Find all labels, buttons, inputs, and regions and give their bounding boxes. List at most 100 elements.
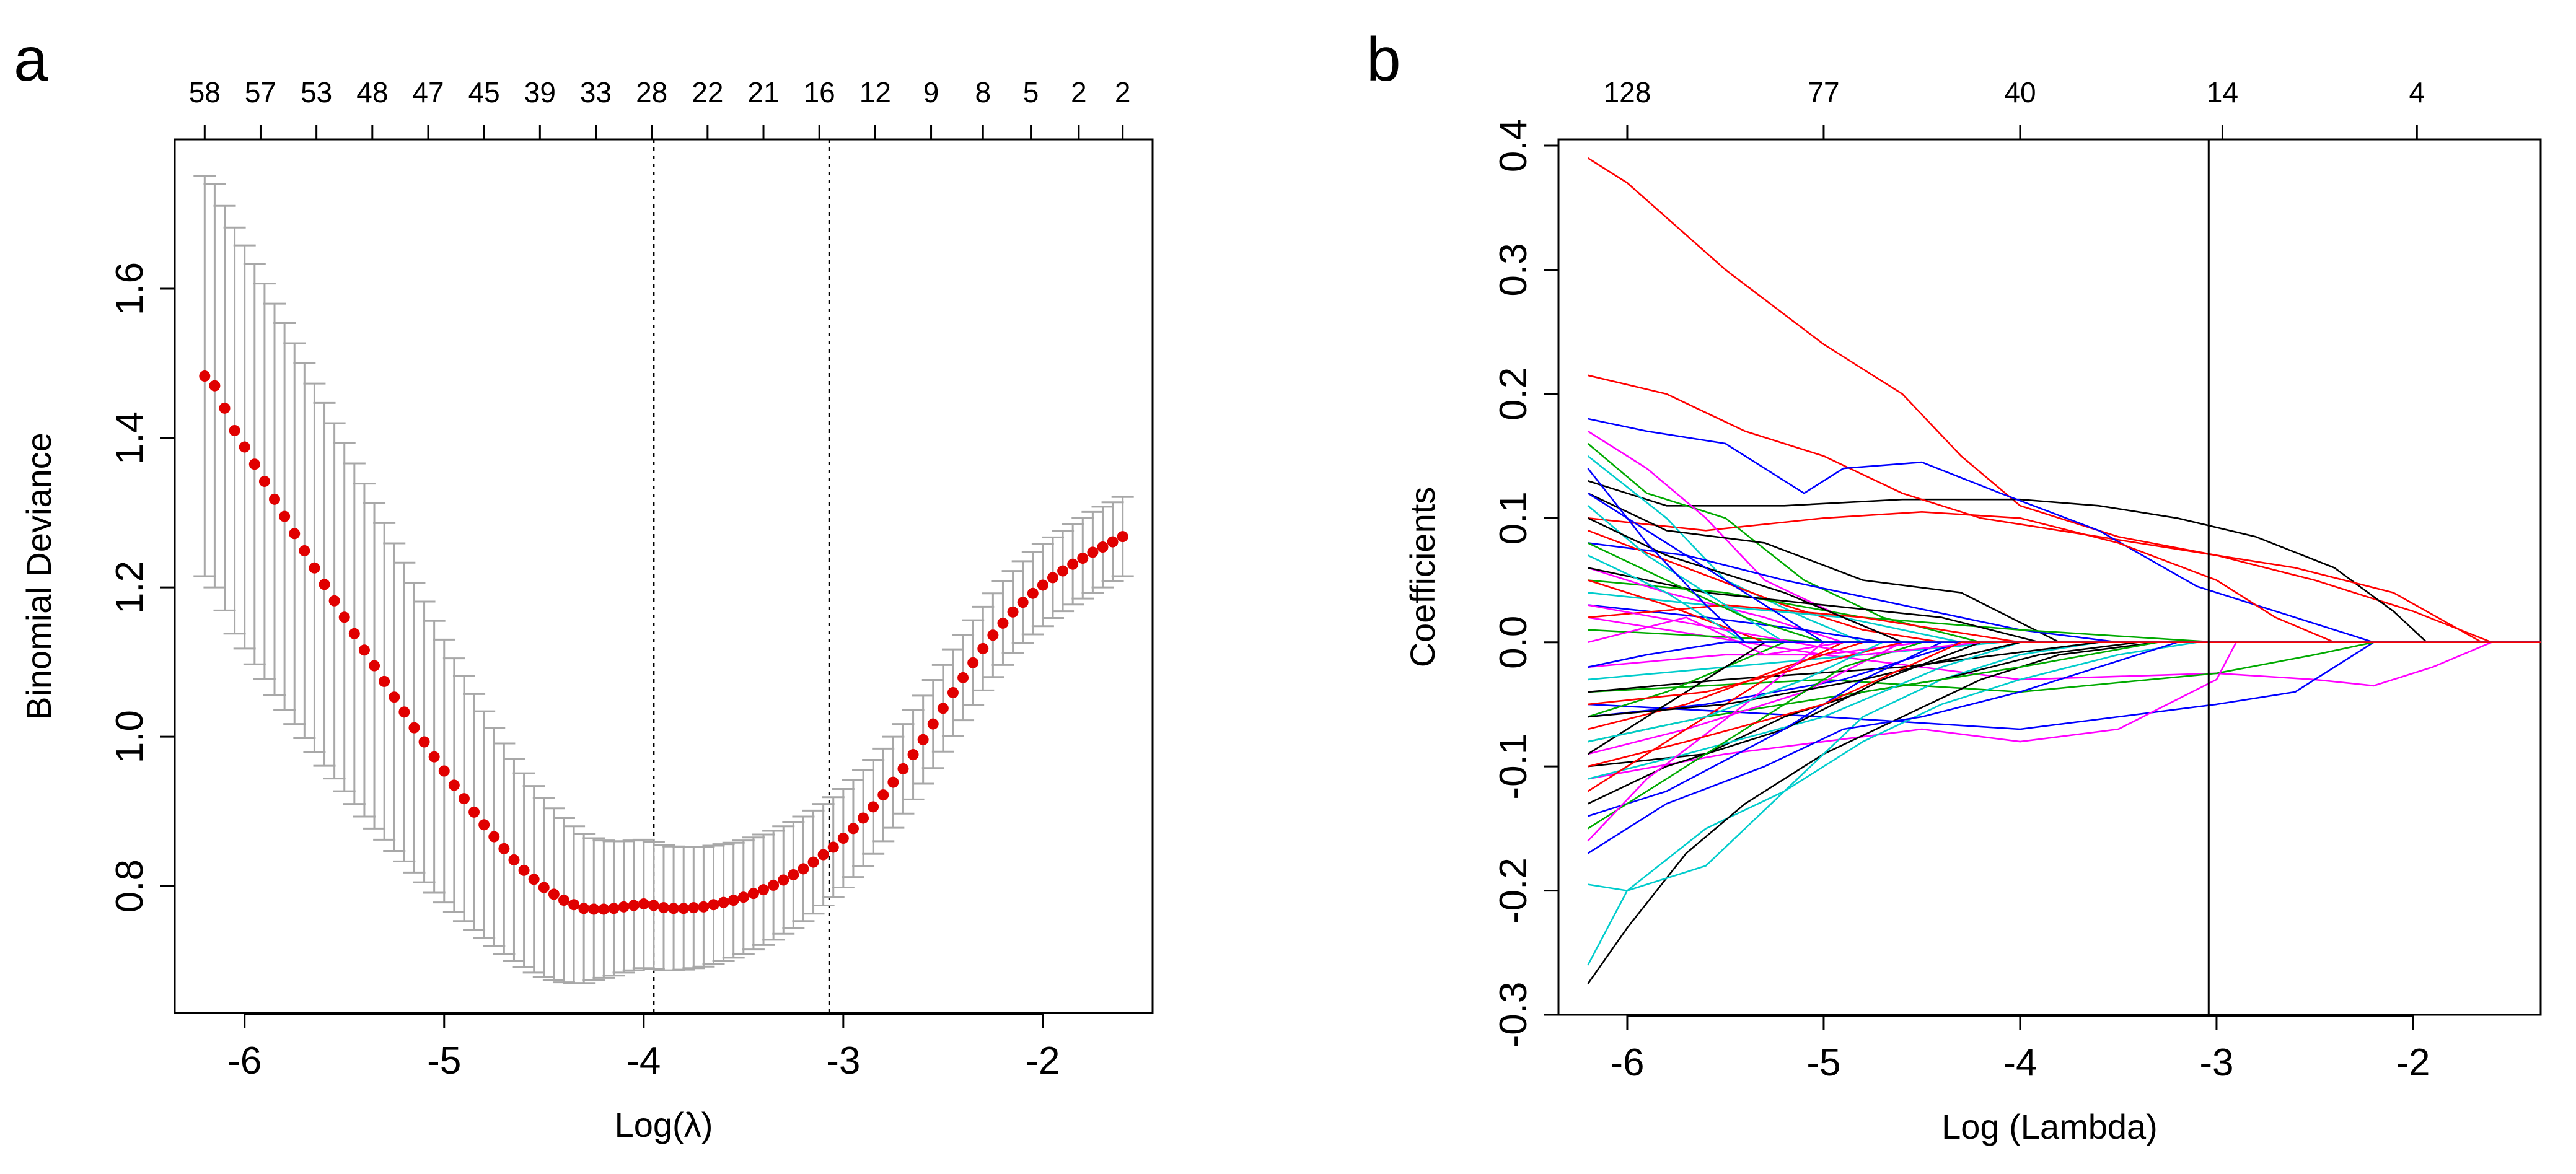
deviance-point: [548, 888, 560, 900]
chart-panel-a: -6 -5 -4 -3 -2 0.8 1.0 1.2 1.4 1.6 58 57 53 48 47 45 39 3…: [19, 76, 1154, 1144]
deviance-point: [428, 751, 440, 763]
deviance-point: [807, 856, 819, 868]
coefficient-path: [1587, 157, 2541, 643]
top-axis-label: 28: [636, 76, 667, 108]
coefficient-path: [1588, 641, 2541, 780]
deviance-point: [528, 874, 540, 885]
top-axis-label: 47: [412, 76, 444, 108]
coefficient-path: [1588, 530, 2541, 643]
deviance-point: [678, 903, 690, 914]
deviance-point: [658, 902, 669, 914]
deviance-point: [887, 776, 899, 788]
top-axis-label: 2: [1115, 76, 1131, 108]
top-axis-label: 58: [189, 76, 221, 108]
deviance-point: [997, 617, 1009, 629]
deviance-point: [369, 660, 380, 672]
deviance-point: [868, 801, 879, 813]
x-axis-title: Log (Lambda): [1941, 1107, 2158, 1146]
top-axis-label: 21: [747, 76, 779, 108]
top-axis-label: 128: [1604, 76, 1651, 108]
deviance-point: [348, 628, 360, 639]
top-axis-label: 77: [1808, 76, 1839, 108]
coefficient-path: [1588, 641, 2541, 743]
x-axis-title: Log(λ): [615, 1105, 713, 1144]
deviance-point: [248, 458, 260, 470]
y-tick-label: -0.3: [1492, 982, 1535, 1048]
deviance-point: [688, 902, 700, 914]
coefficient-path: [1588, 641, 2541, 768]
coefficient-paths: [1587, 157, 2541, 984]
deviance-point: [788, 869, 799, 881]
deviance-point: [718, 896, 729, 908]
deviance-point: [1077, 553, 1089, 564]
top-axis-label: 48: [356, 76, 388, 108]
deviance-point: [1047, 572, 1058, 584]
deviance-point: [358, 644, 370, 656]
deviance-point: [468, 806, 480, 818]
deviance-point: [668, 903, 680, 914]
deviance-point: [578, 903, 590, 914]
top-axis-label: 22: [692, 76, 723, 108]
deviance-point: [737, 891, 749, 903]
deviance-point: [588, 903, 600, 915]
deviance-point: [418, 736, 430, 748]
deviance-point: [309, 562, 320, 574]
x-tick-label: -3: [826, 1040, 860, 1082]
top-axis-label: 16: [804, 76, 835, 108]
y-tick-label: 0.0: [1492, 616, 1535, 669]
deviance-point: [858, 812, 869, 824]
coefficient-path: [1587, 505, 2541, 643]
y-tick-label: 0.4: [1492, 119, 1535, 172]
deviance-point: [518, 864, 530, 876]
deviance-point: [1037, 579, 1048, 591]
panel-label-a: a: [14, 25, 48, 94]
deviance-point: [977, 642, 989, 654]
deviance-point: [258, 475, 270, 487]
coefficient-path: [1587, 542, 2541, 643]
deviance-point: [628, 900, 640, 911]
coefficient-path: [1588, 641, 2541, 743]
deviance-point: [498, 843, 510, 854]
y-tick-label: 0.3: [1492, 243, 1535, 296]
coefficient-path: [1587, 641, 2541, 966]
top-axis-label: 45: [468, 76, 500, 108]
deviance-point: [1097, 541, 1109, 553]
top-axis-label: 9: [923, 76, 939, 108]
coefficient-path: [1587, 517, 2541, 643]
deviance-point: [827, 841, 839, 853]
coefficient-path: [1587, 641, 2541, 984]
deviance-point: [778, 874, 789, 886]
deviance-point: [408, 722, 420, 734]
chart-panel-b: -6 -5 -4 -3 -2 -0.3 -0.2 -0.1 0.0 0.1 0.2 0.3 0.4 128…: [1403, 76, 2542, 1146]
deviance-point: [768, 879, 780, 891]
deviance-point: [219, 402, 231, 414]
deviance-point: [1027, 587, 1039, 599]
top-axis-label: 4: [2409, 76, 2425, 108]
deviance-point: [987, 629, 999, 641]
deviance-point: [758, 884, 770, 896]
top-axis-label: 33: [580, 76, 612, 108]
deviance-point: [638, 898, 649, 910]
deviance-point: [338, 611, 350, 623]
coefficient-path: [1588, 641, 2541, 891]
deviance-point: [568, 899, 580, 911]
x-tick-label: -3: [2199, 1041, 2233, 1084]
deviance-point: [1117, 531, 1128, 543]
deviance-point: [279, 510, 291, 522]
top-axis-label: 57: [245, 76, 276, 108]
top-axis-label: 53: [301, 76, 332, 108]
deviance-point: [927, 718, 939, 730]
deviance-point: [1017, 597, 1029, 608]
deviance-point: [558, 895, 569, 906]
top-axis-label: 5: [1023, 76, 1039, 108]
y-tick-label: -0.1: [1492, 734, 1535, 800]
deviance-point: [199, 370, 211, 382]
deviance-point: [798, 863, 809, 875]
plot-frame: [174, 138, 1154, 1014]
deviance-point: [608, 903, 620, 914]
x-tick-label: -6: [227, 1040, 262, 1082]
top-axis-label: 12: [859, 76, 891, 108]
coefficient-path: [1588, 641, 2541, 730]
deviance-point: [877, 789, 889, 801]
